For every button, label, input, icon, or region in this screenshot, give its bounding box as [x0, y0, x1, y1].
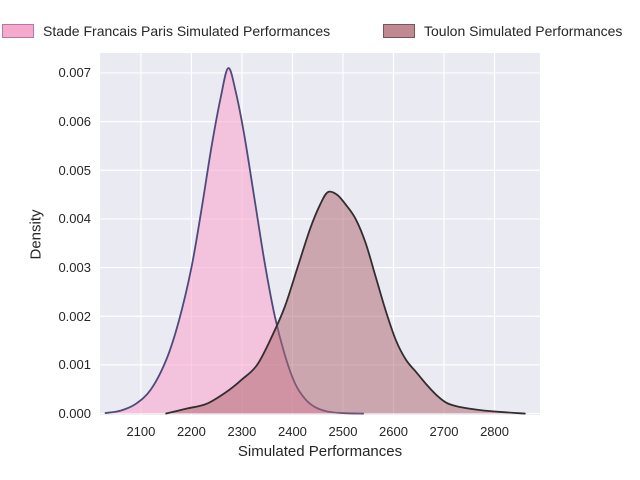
x-tick-label: 2800: [480, 424, 509, 439]
y-tick-label: 0.000: [58, 406, 91, 422]
y-tick-label: 0.005: [58, 162, 91, 178]
x-tick-label: 2400: [277, 424, 307, 439]
legend-swatch-stade-icon: [2, 23, 34, 38]
y-tick-label: 0.006: [58, 114, 91, 130]
legend-label-stade: Stade Francais Paris Simulated Performan…: [43, 22, 331, 39]
legend-item-toulon: Toulon Simulated Performances: [383, 22, 623, 39]
x-tick-label: 2100: [126, 424, 156, 439]
x-tick-label: 2300: [227, 424, 257, 439]
plot-area: [100, 53, 540, 415]
legend-swatch-toulon-icon: [383, 23, 415, 38]
x-axis-label: Simulated Performances: [237, 443, 403, 460]
y-tick-label: 0.004: [58, 211, 91, 227]
x-tick-label: 2200: [176, 424, 206, 439]
y-tick-label: 0.001: [58, 357, 91, 373]
x-tick-label: 2700: [429, 424, 459, 439]
x-tick-label: 2600: [379, 424, 408, 439]
legend-label-toulon: Toulon Simulated Performances: [424, 22, 623, 39]
y-axis-label: Density: [27, 209, 45, 260]
y-tick-label: 0.003: [58, 260, 91, 276]
y-tick-label: 0.007: [58, 65, 91, 81]
y-tick-label: 0.002: [58, 308, 91, 324]
x-tick-label: 2500: [328, 424, 358, 439]
legend-item-stade: Stade Francais Paris Simulated Performan…: [2, 22, 331, 39]
density-chart: [100, 53, 540, 415]
